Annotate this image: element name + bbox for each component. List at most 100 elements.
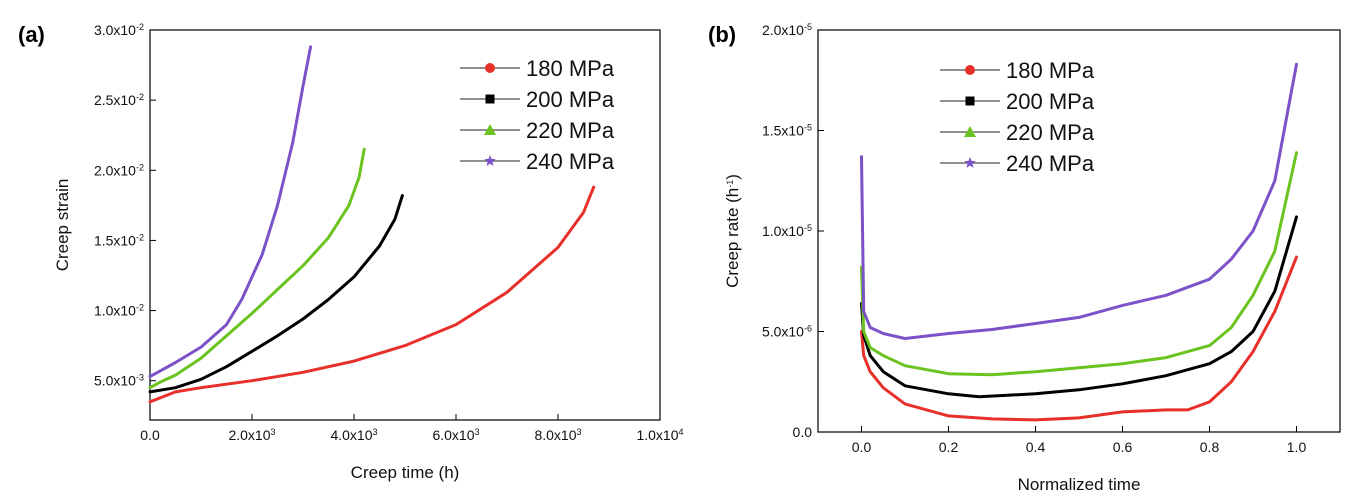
panel-b-legend-item: 240 MPa [940,151,1095,176]
panel-b-y-axis-label-close: ) [723,174,742,180]
panel-b-legend-label: 180 MPa [1006,58,1095,83]
panel-b-legend-circle-marker [965,65,975,75]
panel-b-y-tick-label: 2.0x10-5 [762,22,812,38]
panel-b-x-axis-label: Normalized time [1018,475,1141,494]
panel-b-legend-label: 220 MPa [1006,120,1095,145]
panel-a-y-tick-label-base: 5.0x10 [94,373,136,389]
panel-b-y-axis-label: Creep rate (h-1) [723,174,742,288]
panel-a-legend-label: 240 MPa [526,149,615,174]
panel-a-x-tick-label: 2.0x103 [228,427,275,443]
panel-a-x-tick-label-base: 1.0x10 [636,427,678,443]
panel-b-y-tick-label-exp: -5 [804,223,812,233]
panel-a-axes: 0.0 2.0x103 4.0x103 6.0x103 8.0x103 1.0x1045.… [94,22,684,443]
panel-b-x-tick-label: 1.0 [1287,439,1307,455]
panel-a-legend-item: 220 MPa [460,118,615,143]
panel-a-tag: (a) [18,22,45,47]
panel-a-series-line-180-mpa [148,185,596,404]
panel-a-y-tick-label-exp: -2 [136,162,144,172]
panel-a-legend-label: 200 MPa [526,87,615,112]
panel-b-y-tick-label-base: 2.0x10 [762,22,804,38]
panel-b-y-tick-label: 5.0x10-6 [762,324,812,340]
panel-b-legend-item: 200 MPa [940,89,1095,114]
panel-b-legend-item: 180 MPa [940,58,1095,83]
panel-a-y-tick-label: 5.0x10-3 [94,373,144,389]
panel-a-y-tick-label-exp: -3 [136,373,144,383]
panel-a-legend-circle-marker [485,63,495,73]
panel-b-x-tick-label: 0.6 [1113,439,1133,455]
panel-a-y-tick-label: 1.5x10-2 [94,232,144,248]
panel-b-y-tick-label-exp: -5 [804,123,812,133]
panel-b-legend-label: 200 MPa [1006,89,1095,114]
panel-b: (b) 0.0 0.2 0.4 0.6 0.8 1.00.05.0x10-61.0x10-… [708,22,1341,494]
panel-b-y-tick-label: 1.0x10-5 [762,223,812,239]
panel-a-legend-item: 180 MPa [460,56,615,81]
panel-a-x-tick-label-base: 2.0x10 [228,427,270,443]
panel-b-series-line-180-mpa [860,255,1298,422]
panel-a-x-tick-label-base: 0.0 [140,427,160,443]
panel-b-y-tick-label-base: 1.0x10 [762,223,804,239]
panel-a-y-tick-label-base: 1.5x10 [94,232,136,248]
panel-b-y-axis-label-main: Creep rate (h [723,188,742,288]
panel-b-y-tick-label-base: 1.5x10 [762,123,804,139]
panel-a-x-axis-label: Creep time (h) [351,463,460,482]
panel-b-legend-label: 240 MPa [1006,151,1095,176]
panel-b-legend-square-marker [965,96,975,106]
panel-b-legend-item: 220 MPa [940,120,1095,145]
panel-a-legend: 180 MPa 200 MPa 220 MPa 240 MPa [460,56,615,174]
panel-b-y-tick-label-base: 0.0 [793,424,813,440]
panel-b-y-tick-label-exp: -5 [804,22,812,32]
panel-a-legend-item: 200 MPa [460,87,615,112]
panel-a: (a) 0.0 2.0x103 4.0x103 6.0x103 8.0x103 1.0x1… [18,22,684,482]
panel-a-y-tick-label: 2.0x10-2 [94,162,144,178]
panel-b-series [860,62,1298,422]
panel-b-x-tick-label: 0.0 [852,439,872,455]
panel-a-y-tick-label-exp: -2 [136,92,144,102]
panel-b-y-axis-label-exp: -1 [725,180,735,188]
panel-a-y-axis-label: Creep strain [53,179,72,272]
panel-a-x-tick-label: 8.0x103 [534,427,581,443]
panel-a-series-line-240-mpa [148,45,313,378]
panel-b-axes: 0.0 0.2 0.4 0.6 0.8 1.00.05.0x10-61.0x10-51.5… [762,22,1307,455]
panel-b-x-tick-label: 0.4 [1026,439,1046,455]
panel-a-y-tick-label-exp: -2 [136,232,144,242]
panel-b-y-tick-label: 1.5x10-5 [762,123,812,139]
panel-a-x-tick-label: 0.0 [140,427,160,443]
panel-b-y-tick-label-base: 5.0x10 [762,324,804,340]
panel-a-x-tick-label-exp: 3 [577,427,582,437]
panel-b-legend-star-marker [964,157,976,168]
panel-b-y-tick-label-exp: -6 [804,324,812,334]
panel-a-x-tick-label-base: 8.0x10 [534,427,576,443]
panel-a-x-tick-label-exp: 3 [475,427,480,437]
panel-b-series-line-200-mpa [860,215,1298,399]
panel-a-y-tick-label-base: 3.0x10 [94,22,136,38]
panel-a-series [148,45,596,404]
panel-a-series-line-220-mpa [148,147,366,390]
panel-a-y-tick-label: 1.0x10-2 [94,303,144,319]
panel-b-y-tick-label: 0.0 [793,424,813,440]
panel-b-legend-triangle-marker [964,126,976,137]
panel-a-y-tick-label-base: 2.0x10 [94,162,136,178]
panel-b-tag: (b) [708,22,736,47]
panel-a-legend-star-marker [484,155,496,166]
panel-a-x-tick-label-base: 6.0x10 [432,427,474,443]
panel-a-legend-square-marker [485,94,495,104]
panel-a-y-tick-label-exp: -2 [136,303,144,313]
panel-a-legend-label: 220 MPa [526,118,615,143]
panel-a-legend-label: 180 MPa [526,56,615,81]
panel-a-series-line-200-mpa [148,194,404,394]
panel-b-x-tick-label: 0.8 [1200,439,1220,455]
panel-a-x-tick-label: 4.0x103 [330,427,377,443]
panel-a-y-tick-label: 3.0x10-2 [94,22,144,38]
panel-a-x-tick-label-exp: 3 [373,427,378,437]
panel-a-y-tick-label-exp: -2 [136,22,144,32]
panel-b-series-line-240-mpa [860,62,1298,340]
panel-a-plot-frame [149,29,661,421]
panel-a-y-tick-label-base: 1.0x10 [94,303,136,319]
panel-b-legend: 180 MPa 200 MPa 220 MPa 240 MPa [940,58,1095,176]
panel-a-x-tick-label-exp: 4 [679,427,684,437]
panel-a-legend-triangle-marker [484,124,496,135]
panel-a-x-tick-label: 6.0x103 [432,427,479,443]
panel-a-legend-item: 240 MPa [460,149,615,174]
panel-b-series-line-220-mpa [860,151,1298,377]
